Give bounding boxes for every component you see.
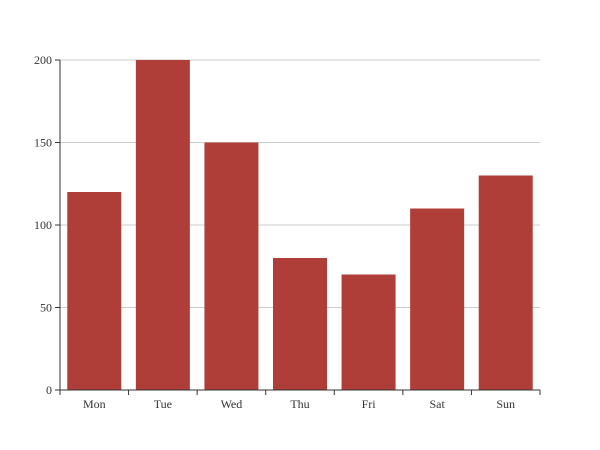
y-tick-label: 0 <box>46 383 52 397</box>
x-axis-ticks: Mon Tue Wed Thu Fri Sat Sun <box>59 390 541 411</box>
x-tick-label-sat: Sat <box>429 397 445 411</box>
x-tick-label-thu: Thu <box>290 397 309 411</box>
bar-mon[interactable] <box>67 192 122 390</box>
x-tick-label-wed: Wed <box>221 397 243 411</box>
bar-sun[interactable] <box>478 175 533 391</box>
bar-fri[interactable] <box>341 274 396 391</box>
y-tick-label: 150 <box>34 136 52 150</box>
bar-thu[interactable] <box>273 258 327 390</box>
bar-wed[interactable] <box>204 142 259 391</box>
x-tick-label-fri: Fri <box>362 397 377 411</box>
x-tick-label-sun: Sun <box>496 397 515 411</box>
x-tick-label-tue: Tue <box>154 397 172 411</box>
bar-sat[interactable] <box>410 208 465 391</box>
y-axis-ticks: 0 50 100 150 200 <box>34 53 60 397</box>
x-tick-label-mon: Mon <box>83 397 106 411</box>
y-tick-label: 200 <box>34 53 52 67</box>
bars <box>67 60 533 391</box>
y-tick-label: 100 <box>34 218 52 232</box>
y-tick-label: 50 <box>40 301 52 315</box>
bar-tue[interactable] <box>135 60 190 390</box>
